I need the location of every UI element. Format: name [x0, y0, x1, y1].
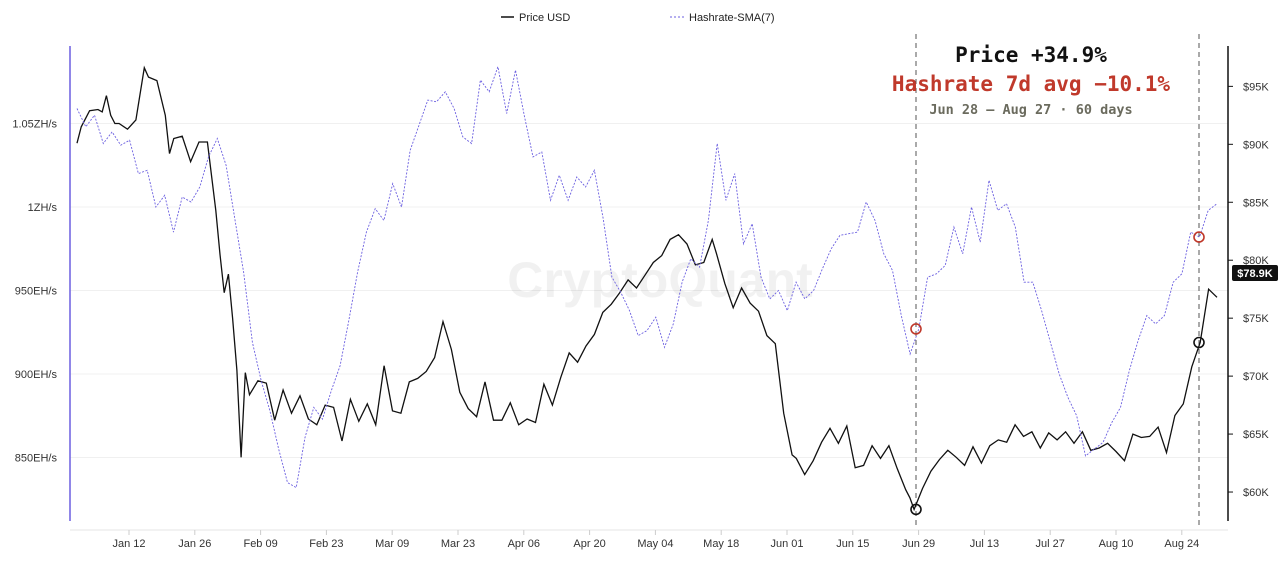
right-axis-tick-label: $95K [1243, 81, 1269, 93]
legend-entry-hashrate[interactable]: Hashrate-SMA(7) [670, 12, 775, 24]
left-axis-tick-label: 900EH/s [15, 369, 58, 381]
endpoint-markers [910, 231, 1205, 516]
left-axis-tick-label: 850EH/s [15, 453, 58, 465]
axes: 850EH/s 900EH/s 950EH/s 1ZH/s 1.05ZH/s $60K $6… [12, 46, 1269, 550]
right-axis-tick-label: $85K [1243, 197, 1269, 209]
x-axis-tick-label: Mar 09 [375, 538, 409, 550]
price-usd-line [76, 65, 1218, 512]
x-axis-tick-label: Jun 01 [770, 538, 803, 550]
hashrate-marker-1 [1193, 231, 1205, 243]
x-axis-tick-label: May 04 [637, 538, 673, 550]
last-price-tag-label: $78.9K [1237, 268, 1273, 280]
legend-label-price: Price USD [519, 12, 570, 24]
left-axis-tick-label: 1.05ZH/s [12, 119, 57, 131]
right-axis-tick-label: $60K [1243, 487, 1269, 499]
last-price-tag: $78.9K [1232, 264, 1278, 281]
x-axis-tick-label: Feb 23 [309, 538, 343, 550]
x-axis-tick-label: Jan 26 [178, 538, 211, 550]
price-marker-1 [1193, 336, 1205, 349]
legend-entry-price[interactable]: Price USD [501, 12, 570, 24]
annotation-price-change: Price +34.9% [955, 43, 1107, 67]
annotation-date-range: Jun 28 – Aug 27 · 60 days [929, 102, 1132, 118]
watermark-text: CryptoQuant [507, 252, 813, 308]
right-axis-tick-label: $90K [1243, 139, 1269, 151]
left-axis-tick-label: 1ZH/s [28, 202, 58, 214]
x-axis-tick-label: May 18 [703, 538, 739, 550]
x-axis-tick-label: Apr 20 [573, 538, 605, 550]
series-lines [76, 64, 1218, 512]
grid-lines [70, 123, 1228, 459]
hashrate-marker-0 [910, 323, 922, 335]
date-marker-lines [915, 34, 1200, 525]
x-axis-tick-label: Jan 12 [112, 538, 145, 550]
x-axis-tick-label: Jul 27 [1036, 538, 1065, 550]
annotation-box: Price +34.9% Hashrate 7d avg −10.1% Jun … [892, 43, 1171, 118]
x-axis-tick-label: Feb 09 [243, 538, 277, 550]
right-axis-tick-label: $80K [1243, 255, 1269, 267]
price-marker-0 [910, 503, 922, 516]
x-axis-tick-label: Apr 06 [508, 538, 540, 550]
annotation-hashrate-change: Hashrate 7d avg −10.1% [892, 72, 1171, 96]
legend-label-hashrate: Hashrate-SMA(7) [689, 12, 775, 24]
x-axis-tick-label: Aug 10 [1099, 538, 1134, 550]
left-axis-tick-label: 950EH/s [15, 286, 58, 298]
x-axis-tick-label: Aug 24 [1164, 538, 1199, 550]
x-axis-tick-label: Jun 15 [836, 538, 869, 550]
right-axis-tick-label: $65K [1243, 429, 1269, 441]
x-axis-tick-label: Jun 29 [902, 538, 935, 550]
right-axis-tick-label: $75K [1243, 313, 1269, 325]
x-axis-tick-label: Jul 13 [970, 538, 999, 550]
right-axis-tick-label: $70K [1243, 371, 1269, 383]
legend[interactable]: Price USD Hashrate-SMA(7) [501, 12, 775, 24]
x-axis-tick-label: Mar 23 [441, 538, 475, 550]
last-price-tag-bg [1232, 264, 1278, 281]
